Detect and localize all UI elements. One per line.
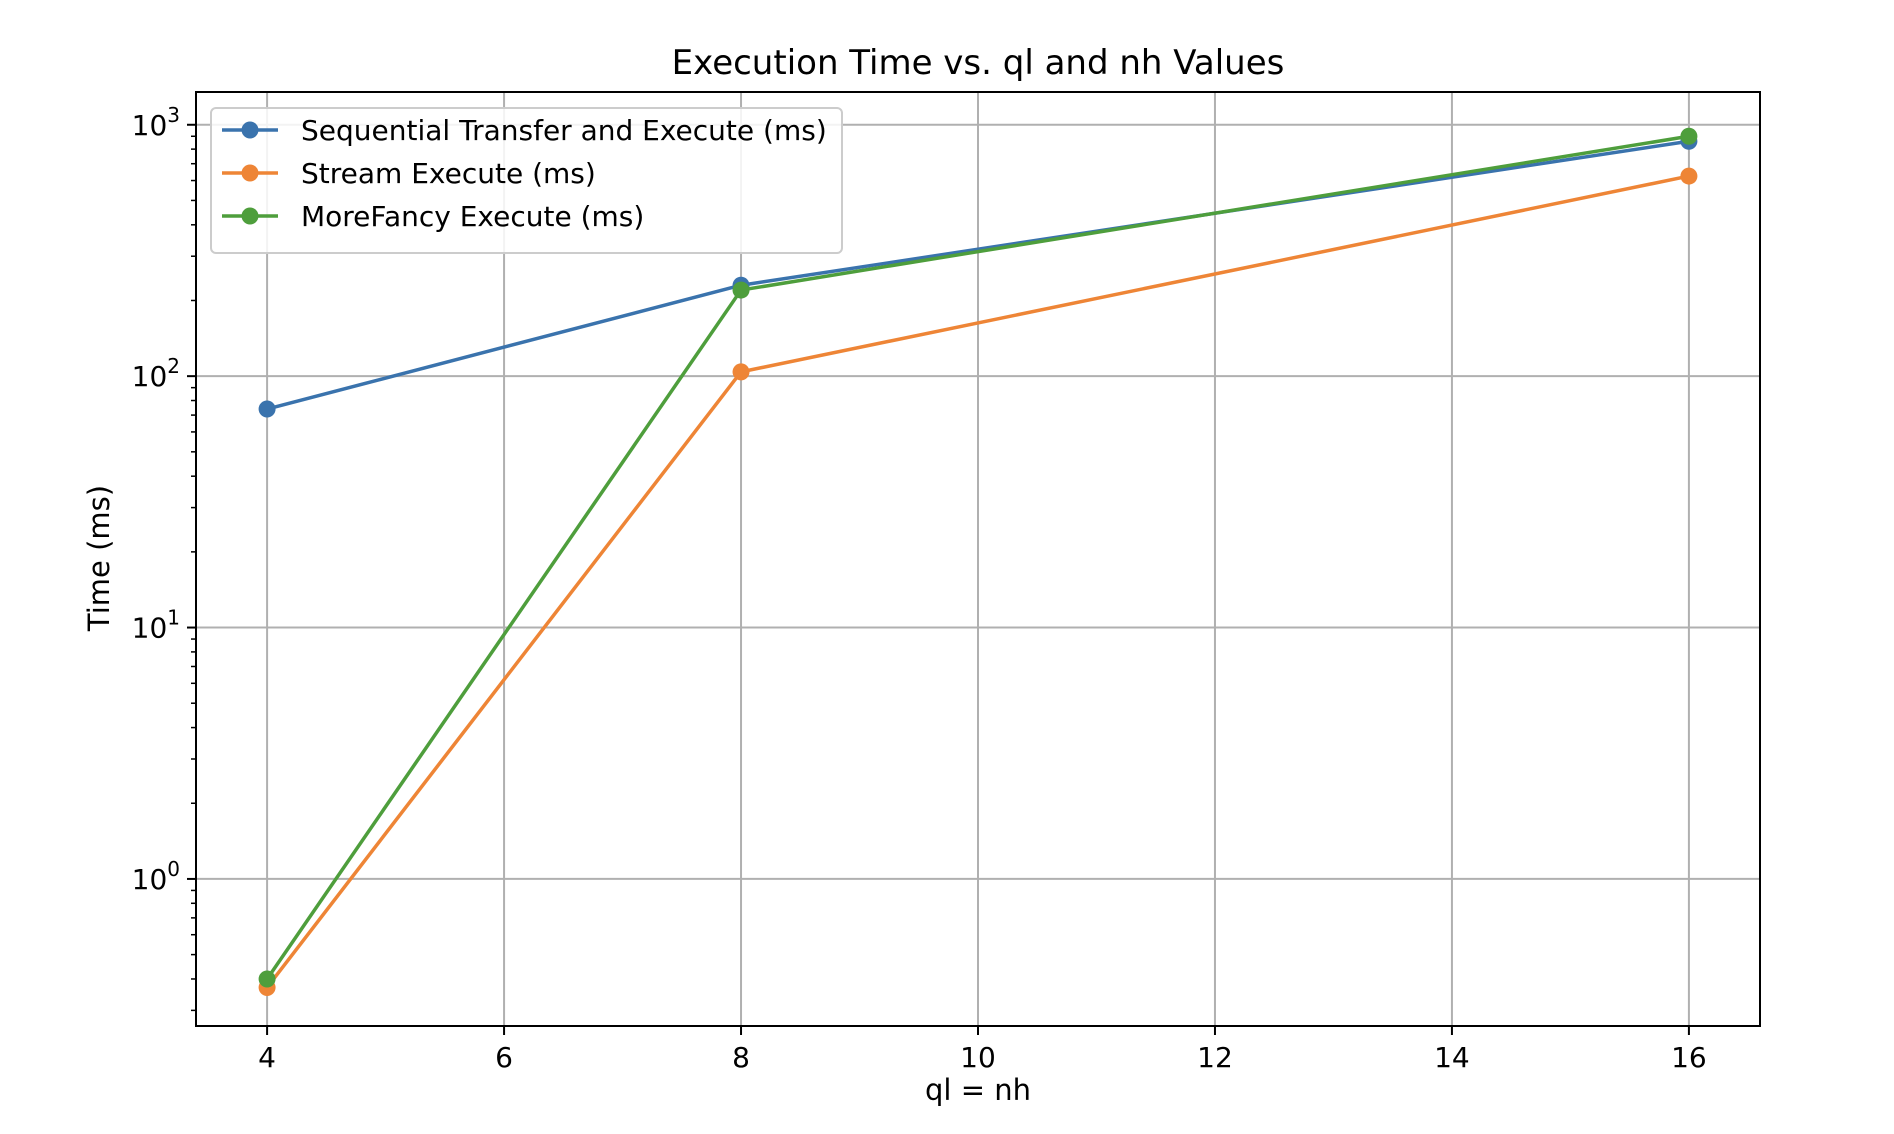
legend-item: Sequential Transfer and Execute (ms) (222, 114, 827, 147)
data-point (1680, 127, 1698, 145)
series-3 (258, 127, 1698, 988)
legend-label: Sequential Transfer and Execute (ms) (301, 114, 827, 147)
x-axis-ticks: 4 6 8 10 12 14 16 (258, 1026, 1707, 1074)
legend-item: Stream Execute (ms) (222, 157, 596, 190)
y-axis-label: Time (ms) (82, 485, 116, 632)
data-point (732, 363, 750, 381)
x-axis-label: ql = nh (925, 1073, 1031, 1107)
y-axis-ticks: 100 101 102 103 (132, 103, 196, 896)
legend-marker (241, 121, 259, 139)
legend-marker (241, 207, 259, 225)
legend-marker (241, 164, 259, 182)
legend-box (210, 107, 843, 254)
x-tick-label: 6 (495, 1041, 513, 1074)
chart-legend: Sequential Transfer and Execute (ms) Stre… (210, 107, 843, 254)
series-layer (258, 127, 1698, 996)
data-point (732, 281, 750, 299)
x-tick-label: 10 (960, 1041, 996, 1074)
data-point (258, 970, 276, 988)
x-tick-label: 16 (1671, 1041, 1707, 1074)
chart-title: Execution Time vs. ql and nh Values (672, 43, 1285, 83)
x-tick-label: 4 (258, 1041, 276, 1074)
y-tick-label: 103 (132, 103, 180, 142)
data-point (1680, 167, 1698, 185)
x-tick-label: 12 (1197, 1041, 1233, 1074)
x-tick-label: 14 (1434, 1041, 1470, 1074)
legend-label: Stream Execute (ms) (301, 157, 596, 190)
y-tick-label: 101 (132, 606, 180, 645)
x-tick-label: 8 (732, 1041, 750, 1074)
legend-label: MoreFancy Execute (ms) (301, 200, 644, 233)
legend-item: MoreFancy Execute (ms) (222, 200, 644, 233)
data-point (258, 400, 276, 418)
y-tick-label: 100 (132, 857, 180, 896)
y-tick-label: 102 (132, 354, 180, 393)
